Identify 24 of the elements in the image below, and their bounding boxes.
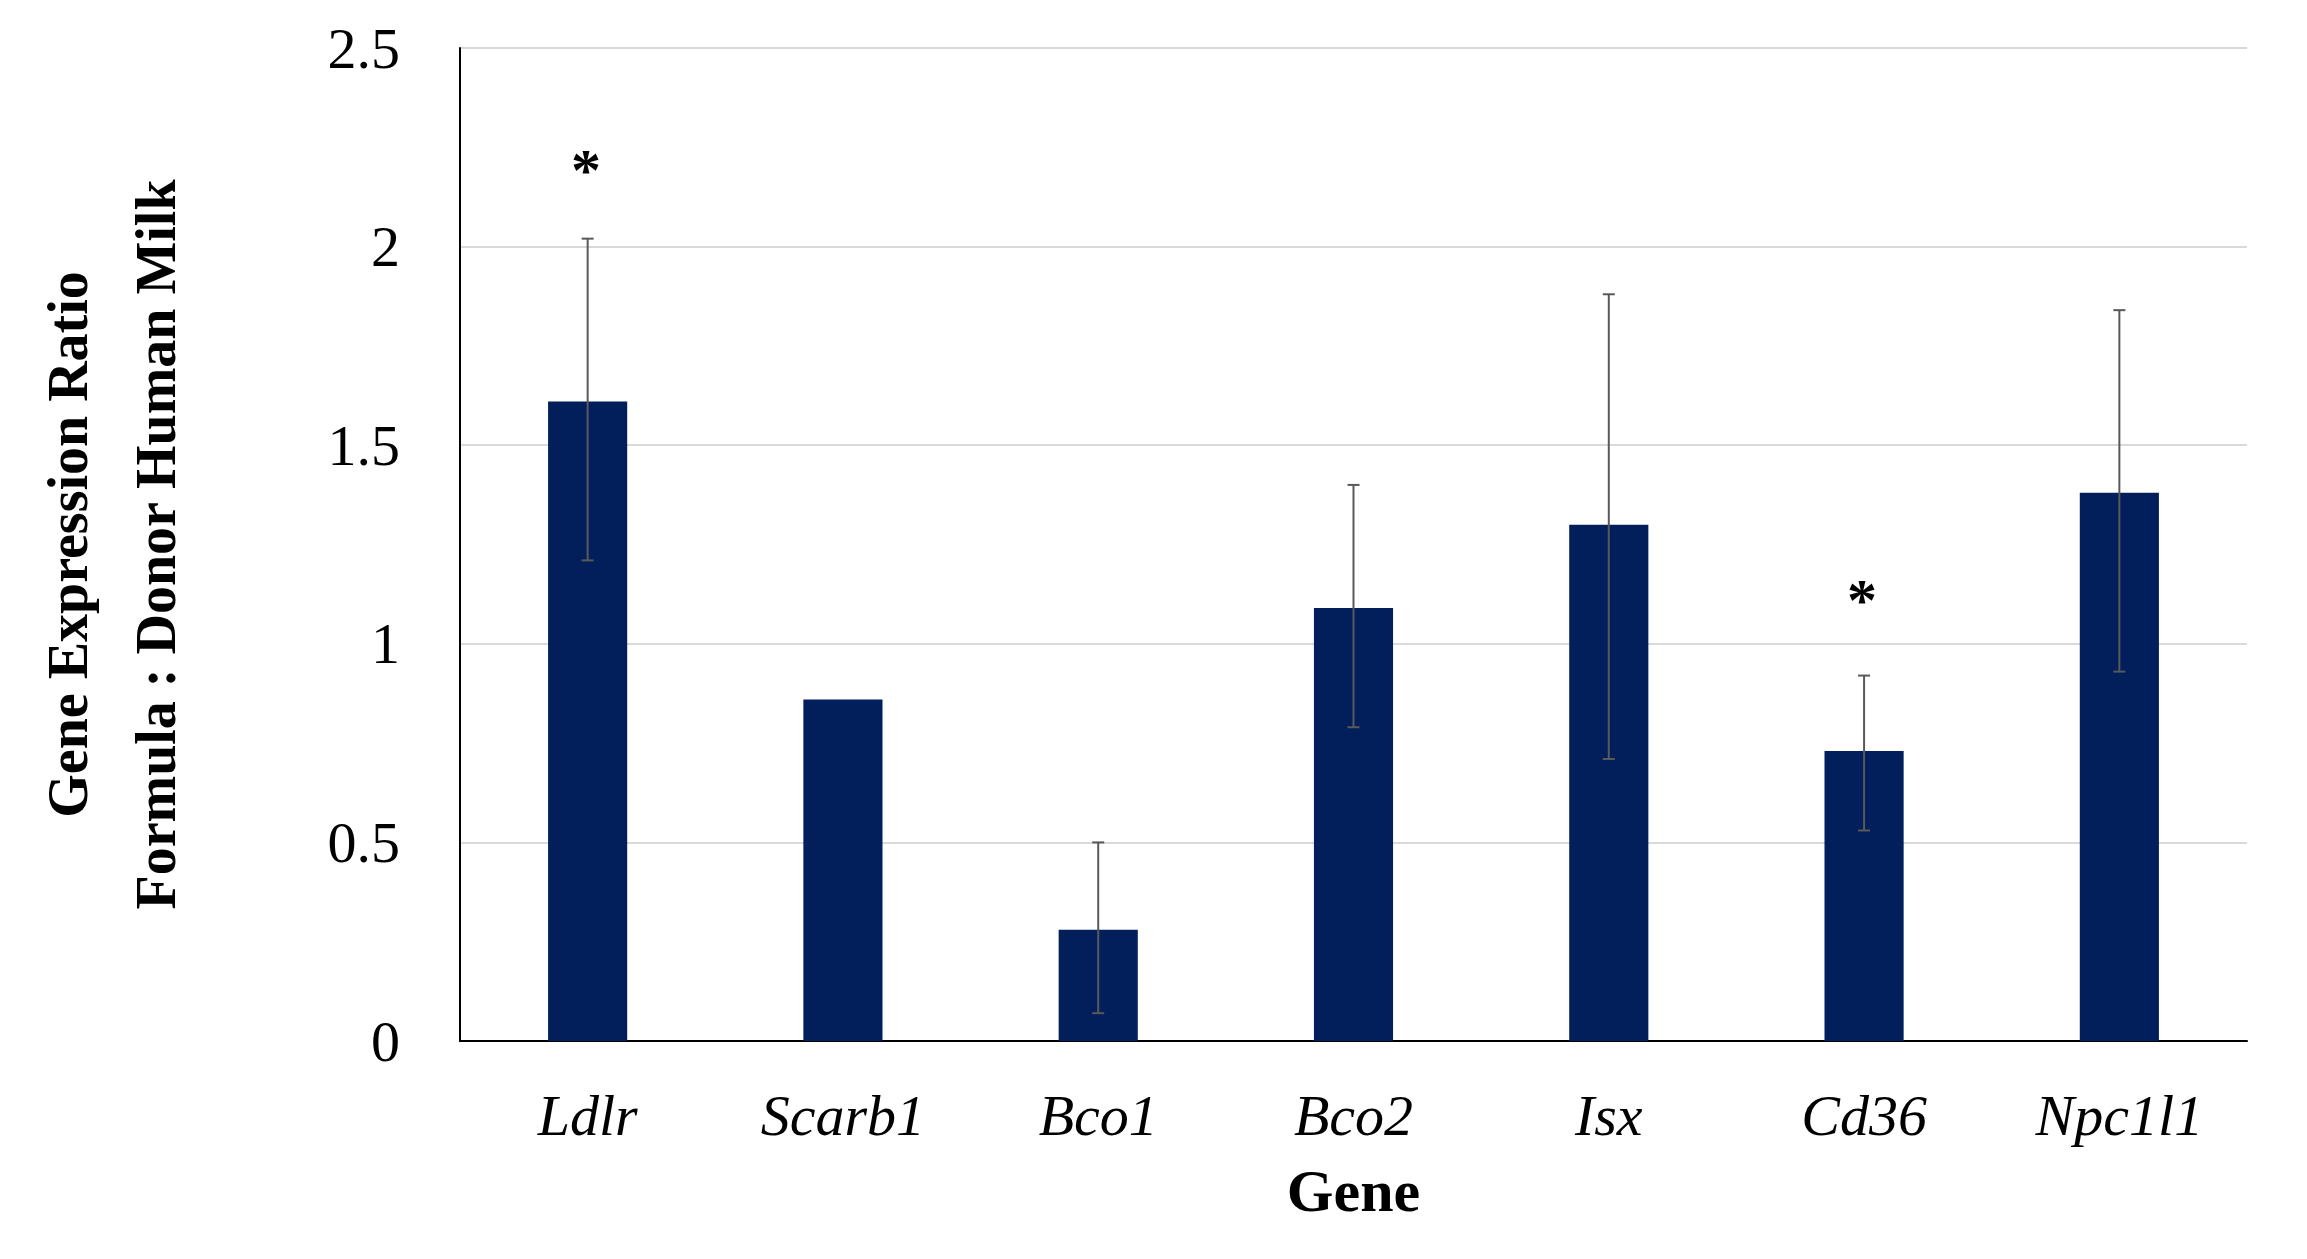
annotation: * [1847,567,1877,633]
y-tick-label: 1.5 [327,412,400,478]
y-tick-label: 1 [371,611,400,677]
x-tick-label: Scarb1 [760,1082,926,1148]
x-tick-label: Bco2 [1293,1082,1414,1148]
bar [803,699,883,1041]
bar [1058,929,1138,1041]
y-tick-label: 0.5 [327,809,400,875]
x-tick-label: Isx [1573,1082,1643,1148]
y-axis-title: Gene Expression Ratio Formula : Donor Human Milk [37,178,187,910]
y-tick-label: 2.5 [327,15,400,81]
y-tick-label: 2 [371,214,400,280]
annotation: * [571,137,601,203]
x-axis-title: Gene [1286,1158,1421,1224]
x-tick-label: Npc1l1 [2034,1082,2204,1148]
bar [1569,524,1649,1041]
x-tick-label: Ldlr [536,1082,639,1148]
x-tick-label: Cd36 [1801,1082,1927,1148]
bar [2079,492,2159,1041]
bar [548,401,628,1041]
y-tick-label: 0 [371,1008,400,1074]
x-tick-label: Bco1 [1038,1082,1158,1148]
bar [1824,751,1904,1041]
bar [1313,608,1394,1041]
